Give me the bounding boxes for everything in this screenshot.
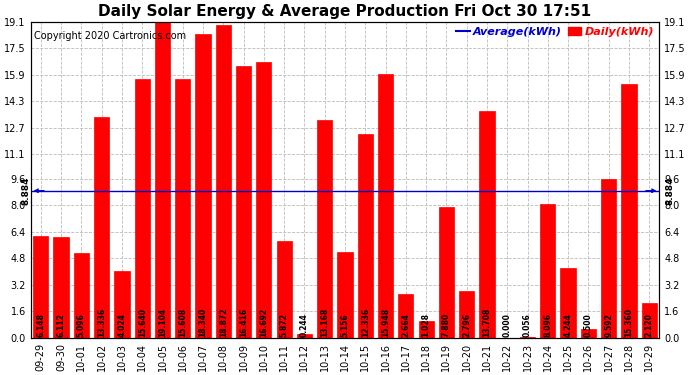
Text: 4.244: 4.244 xyxy=(564,313,573,337)
Text: 0.500: 0.500 xyxy=(584,313,593,337)
Text: 2.120: 2.120 xyxy=(644,313,653,337)
Bar xyxy=(135,79,150,338)
Bar xyxy=(520,337,535,338)
Text: 8.096: 8.096 xyxy=(543,313,552,337)
Bar xyxy=(480,111,495,338)
Bar xyxy=(601,179,616,338)
Text: 13.708: 13.708 xyxy=(482,308,491,337)
Text: 5.096: 5.096 xyxy=(77,313,86,337)
Bar xyxy=(115,271,130,338)
Text: 5.872: 5.872 xyxy=(279,313,288,337)
Bar xyxy=(74,254,89,338)
Bar xyxy=(419,321,434,338)
Text: 2.796: 2.796 xyxy=(462,313,471,337)
Bar xyxy=(277,241,292,338)
Text: 16.692: 16.692 xyxy=(259,308,268,337)
Text: 13.168: 13.168 xyxy=(320,308,329,337)
Bar xyxy=(560,267,575,338)
Text: 2.664: 2.664 xyxy=(402,313,411,337)
Bar xyxy=(53,237,69,338)
Bar xyxy=(581,330,596,338)
Text: 7.880: 7.880 xyxy=(442,313,451,337)
Text: 8.884: 8.884 xyxy=(666,177,675,205)
Legend: Average(kWh), Daily(kWh): Average(kWh), Daily(kWh) xyxy=(456,27,654,37)
Bar xyxy=(256,62,271,338)
Text: 4.024: 4.024 xyxy=(117,313,126,337)
Text: 16.416: 16.416 xyxy=(239,308,248,337)
Bar xyxy=(398,294,413,338)
Text: 0.000: 0.000 xyxy=(503,313,512,337)
Text: 6.148: 6.148 xyxy=(37,313,46,337)
Title: Daily Solar Energy & Average Production Fri Oct 30 17:51: Daily Solar Energy & Average Production … xyxy=(99,4,591,19)
Text: 0.244: 0.244 xyxy=(300,313,309,337)
Bar xyxy=(94,117,109,338)
Text: 0.056: 0.056 xyxy=(523,313,532,337)
Text: 15.948: 15.948 xyxy=(381,308,390,337)
Bar xyxy=(216,26,231,338)
Bar xyxy=(297,334,312,338)
Bar xyxy=(317,120,333,338)
Bar xyxy=(439,207,454,338)
Bar xyxy=(621,84,637,338)
Text: 15.608: 15.608 xyxy=(178,308,187,337)
Text: 15.640: 15.640 xyxy=(138,308,147,337)
Text: 9.592: 9.592 xyxy=(604,313,613,337)
Bar xyxy=(175,80,190,338)
Bar xyxy=(459,291,474,338)
Bar xyxy=(155,22,170,338)
Text: 8.884: 8.884 xyxy=(21,177,30,205)
Bar xyxy=(540,204,555,338)
Text: 19.104: 19.104 xyxy=(158,308,167,337)
Text: 13.336: 13.336 xyxy=(97,308,106,337)
Text: 1.028: 1.028 xyxy=(422,313,431,337)
Bar xyxy=(642,303,657,338)
Text: 6.112: 6.112 xyxy=(57,313,66,337)
Text: 18.340: 18.340 xyxy=(199,308,208,337)
Bar xyxy=(195,34,210,338)
Text: 18.872: 18.872 xyxy=(219,308,228,337)
Text: Copyright 2020 Cartronics.com: Copyright 2020 Cartronics.com xyxy=(34,31,186,41)
Bar xyxy=(236,66,251,338)
Bar xyxy=(357,134,373,338)
Text: 5.156: 5.156 xyxy=(340,313,350,337)
Text: 12.336: 12.336 xyxy=(361,308,370,337)
Bar xyxy=(337,252,353,338)
Text: 15.360: 15.360 xyxy=(624,308,633,337)
Bar xyxy=(378,74,393,338)
Bar xyxy=(33,236,48,338)
